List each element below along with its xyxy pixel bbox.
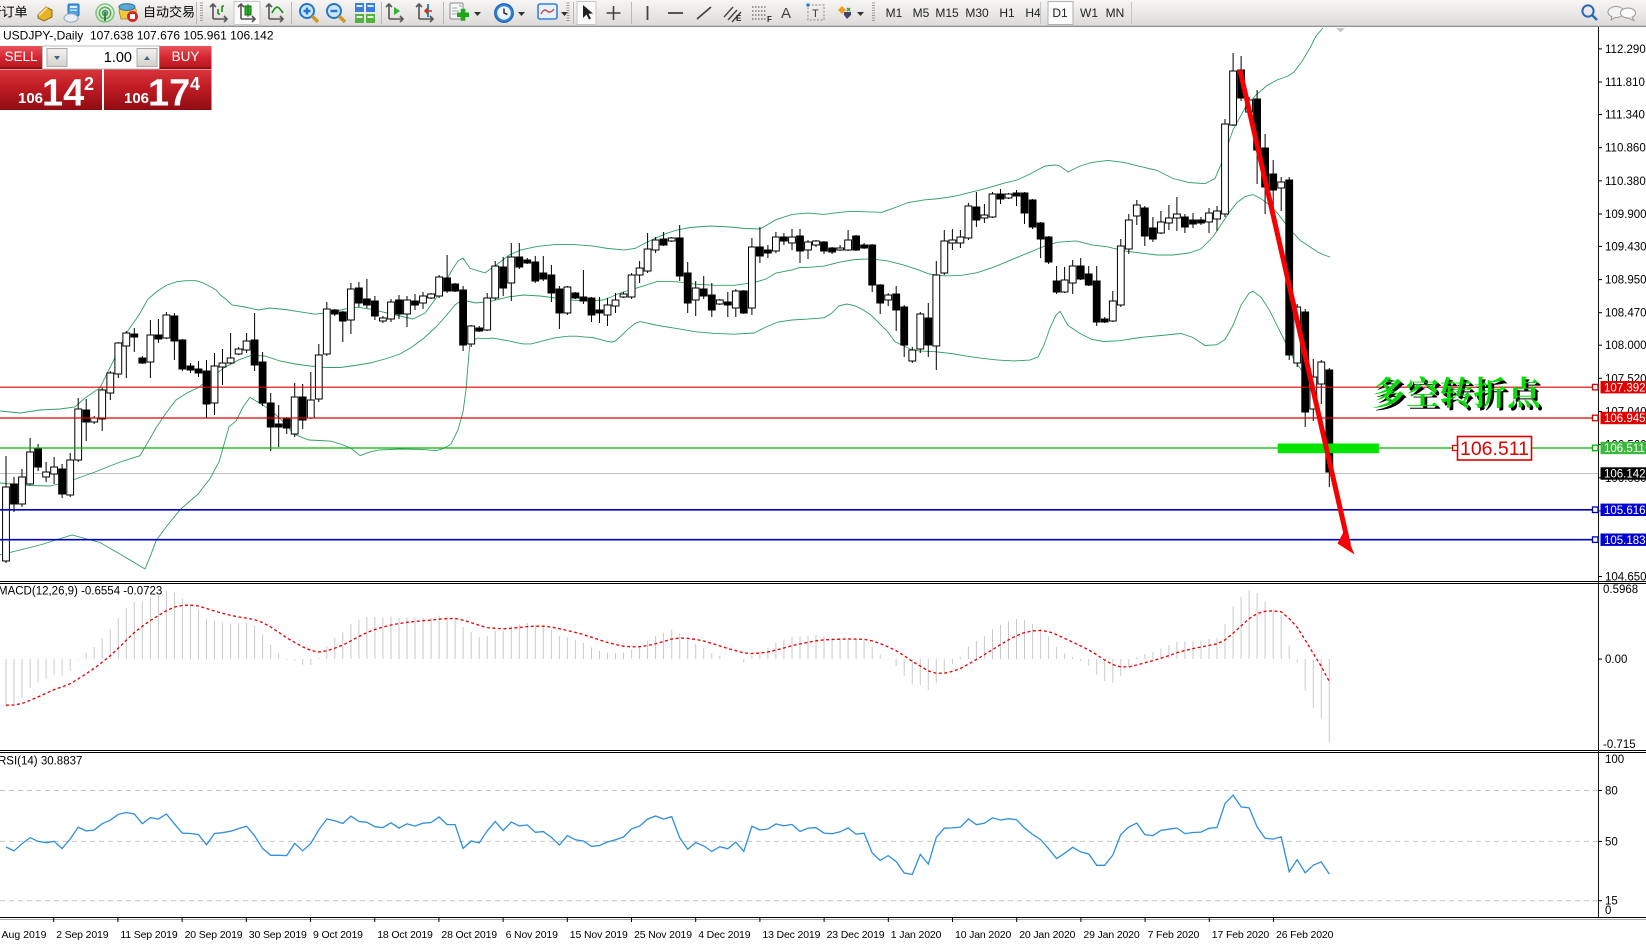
svg-text:105.183: 105.183 xyxy=(1604,535,1646,547)
svg-text:M30: M30 xyxy=(965,6,989,20)
svg-text:17: 17 xyxy=(148,73,190,115)
svg-text:SELL: SELL xyxy=(4,49,38,64)
svg-text:4: 4 xyxy=(190,74,200,94)
svg-text:0.5968: 0.5968 xyxy=(1603,584,1638,596)
svg-text:17 Feb 2020: 17 Feb 2020 xyxy=(1212,929,1270,941)
svg-text:111.340: 111.340 xyxy=(1605,110,1645,122)
svg-text:104.650: 104.650 xyxy=(1605,572,1646,584)
svg-text:D1: D1 xyxy=(1052,6,1068,20)
svg-text:6 Nov 2019: 6 Nov 2019 xyxy=(506,929,559,941)
svg-text:50: 50 xyxy=(1605,836,1618,848)
svg-text:15 Nov 2019: 15 Nov 2019 xyxy=(570,929,628,941)
svg-text:26 Feb 2020: 26 Feb 2020 xyxy=(1276,929,1334,941)
svg-text:4 Dec 2019: 4 Dec 2019 xyxy=(698,929,751,941)
svg-text:106.511: 106.511 xyxy=(1604,443,1645,455)
svg-text:H1: H1 xyxy=(999,6,1015,20)
svg-text:23 Dec 2019: 23 Dec 2019 xyxy=(827,929,885,941)
svg-text:106: 106 xyxy=(18,90,43,107)
svg-text:20 Jan 2020: 20 Jan 2020 xyxy=(1019,929,1075,941)
svg-text:28 Oct 2019: 28 Oct 2019 xyxy=(441,929,497,941)
svg-text:H4: H4 xyxy=(1025,6,1041,20)
svg-text:Aug 2019: Aug 2019 xyxy=(2,929,47,941)
svg-text:F: F xyxy=(767,15,772,24)
svg-text:-0.715: -0.715 xyxy=(1603,739,1636,751)
svg-text:14: 14 xyxy=(42,73,84,115)
svg-text:1.00: 1.00 xyxy=(104,50,132,66)
svg-text:106: 106 xyxy=(124,90,149,107)
svg-text:RSI(14) 30.8837: RSI(14) 30.8837 xyxy=(0,756,82,768)
svg-text:108.950: 108.950 xyxy=(1605,275,1646,287)
svg-text:E: E xyxy=(736,14,742,23)
svg-text:M15: M15 xyxy=(935,6,959,20)
svg-text:M1: M1 xyxy=(886,6,903,20)
svg-text:W1: W1 xyxy=(1080,6,1098,20)
svg-text:MACD(12,26,9) -0.6554 -0.0723: MACD(12,26,9) -0.6554 -0.0723 xyxy=(0,586,162,598)
svg-text:1 Jan 2020: 1 Jan 2020 xyxy=(891,929,942,941)
svg-text:112.290: 112.290 xyxy=(1605,44,1646,56)
svg-text:105.616: 105.616 xyxy=(1604,505,1646,517)
svg-text:106.945: 106.945 xyxy=(1604,413,1646,425)
svg-text:108.000: 108.000 xyxy=(1605,340,1646,352)
svg-text:MN: MN xyxy=(1106,6,1125,20)
svg-text:2: 2 xyxy=(84,74,94,94)
svg-text:0: 0 xyxy=(1605,905,1611,917)
svg-text:2 Sep 2019: 2 Sep 2019 xyxy=(56,929,109,941)
svg-text:80: 80 xyxy=(1605,786,1618,798)
svg-text:25 Nov 2019: 25 Nov 2019 xyxy=(634,929,692,941)
svg-text:30 Sep 2019: 30 Sep 2019 xyxy=(249,929,307,941)
svg-text:109.430: 109.430 xyxy=(1605,241,1646,253)
svg-text:11 Sep 2019: 11 Sep 2019 xyxy=(120,929,177,941)
svg-text:20 Sep 2019: 20 Sep 2019 xyxy=(185,929,243,941)
svg-text:29 Jan 2020: 29 Jan 2020 xyxy=(1083,929,1139,941)
svg-text:107.392: 107.392 xyxy=(1604,382,1646,394)
svg-text:106.511: 106.511 xyxy=(1460,438,1529,460)
svg-text:7 Feb 2020: 7 Feb 2020 xyxy=(1148,929,1200,941)
svg-text:A: A xyxy=(781,5,791,22)
svg-text:BUY: BUY xyxy=(172,49,200,64)
svg-text:13 Dec 2019: 13 Dec 2019 xyxy=(762,929,820,941)
svg-text:9 Oct 2019: 9 Oct 2019 xyxy=(313,929,363,941)
svg-text:T: T xyxy=(812,8,819,20)
svg-text:USDJPY-,Daily: USDJPY-,Daily xyxy=(3,29,83,43)
svg-text:109.900: 109.900 xyxy=(1605,209,1646,221)
svg-text:111.810: 111.810 xyxy=(1605,77,1645,89)
svg-text:15: 15 xyxy=(1605,896,1618,908)
svg-text:0.00: 0.00 xyxy=(1605,654,1627,666)
svg-text:10 Jan 2020: 10 Jan 2020 xyxy=(955,929,1011,941)
svg-text:M5: M5 xyxy=(913,6,930,20)
svg-text:100: 100 xyxy=(1605,754,1624,766)
svg-text:108.470: 108.470 xyxy=(1605,308,1646,320)
svg-text:107.638 107.676 105.961 106.14: 107.638 107.676 105.961 106.142 xyxy=(90,29,274,43)
svg-text:106.142: 106.142 xyxy=(1604,469,1646,481)
svg-text:110.860: 110.860 xyxy=(1605,143,1646,155)
svg-text:18 Oct 2019: 18 Oct 2019 xyxy=(377,929,433,941)
svg-text:110.380: 110.380 xyxy=(1605,176,1646,188)
